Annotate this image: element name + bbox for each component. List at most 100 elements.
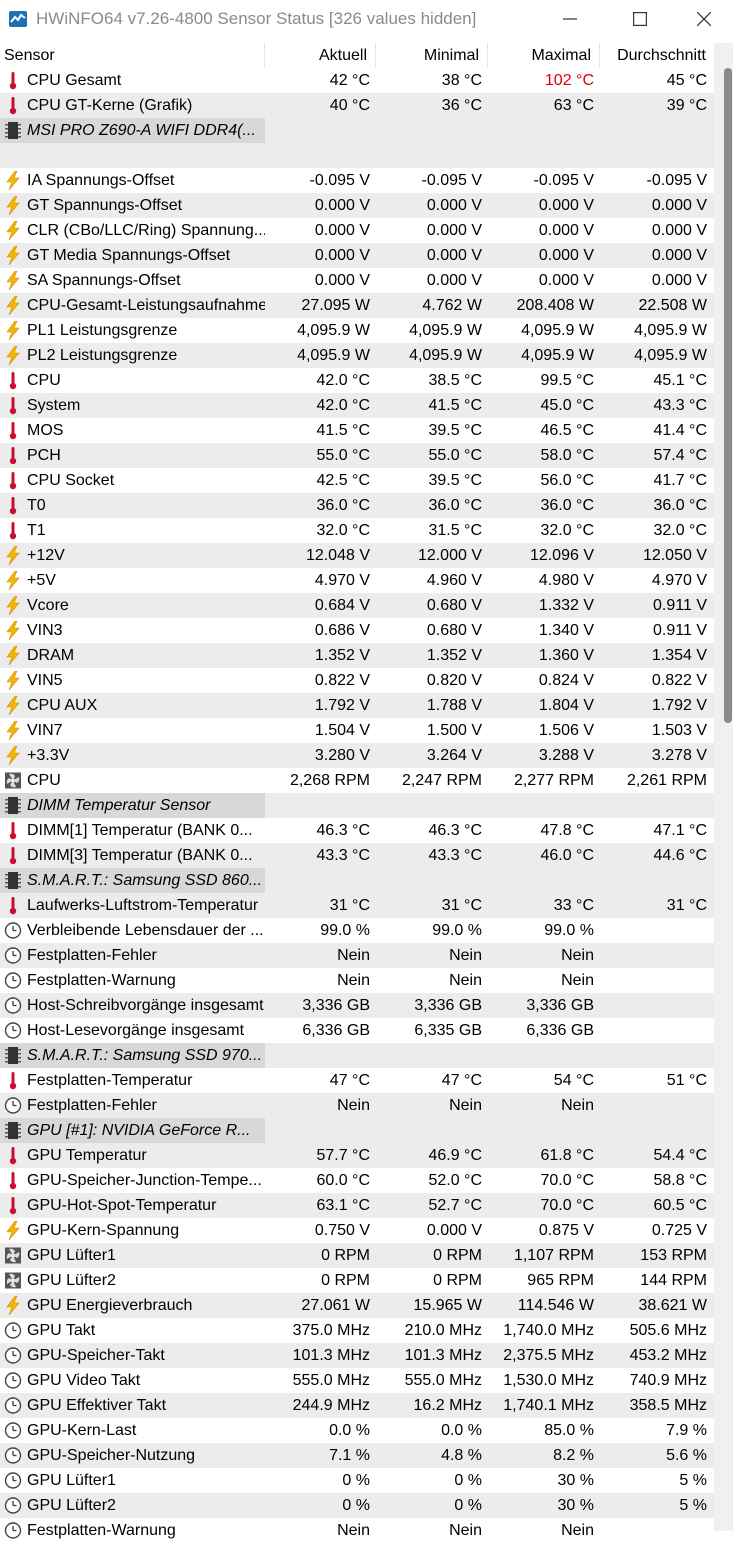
bolt-icon xyxy=(6,646,20,665)
value-maximal: 4,095.9 W xyxy=(521,322,594,339)
sensor-row[interactable]: CPU GT-Kerne (Grafik) 40 °C 36 °C 63 °C 39 °… xyxy=(0,93,714,118)
sensor-row[interactable]: CLR (CBo/LLC/Ring) Spannung... 0.000 V 0.0… xyxy=(0,218,714,243)
sensor-row[interactable]: Host-Lesevorgänge insgesamt 6,336 GB 6,335… xyxy=(0,1018,714,1043)
sensor-row[interactable]: PCH 55.0 °C 55.0 °C 58.0 °C 57.4 °C xyxy=(0,443,714,468)
sensor-row[interactable]: GPU Lüfter2 0 % 0 % 30 % 5 % xyxy=(0,1493,714,1518)
sensor-name: S.M.A.R.T.: Samsung SSD 860... xyxy=(0,868,265,893)
sensor-row[interactable]: GPU Lüfter2 0 RPM 0 RPM 965 RPM 144 RPM xyxy=(0,1268,714,1293)
sensor-row[interactable]: +12V 12.048 V 12.000 V 12.096 V 12.050 V xyxy=(0,543,714,568)
value-maximal: 47.8 °C xyxy=(540,822,594,839)
sensor-row[interactable]: GPU Effektiver Takt 244.9 MHz 16.2 MHz 1,74… xyxy=(0,1393,714,1418)
sensor-row[interactable]: CPU Gesamt 42 °C 38 °C 102 °C 45 °C xyxy=(0,68,714,93)
sensor-group-row[interactable]: MSI PRO Z690-A WIFI DDR4(... xyxy=(0,118,714,143)
sensor-group-row[interactable]: S.M.A.R.T.: Samsung SSD 860... xyxy=(0,868,714,893)
sensor-row[interactable] xyxy=(0,143,714,168)
value-durchschnitt xyxy=(600,143,714,168)
sensor-label: CPU xyxy=(27,372,61,389)
sensor-row[interactable]: T0 36.0 °C 36.0 °C 36.0 °C 36.0 °C xyxy=(0,493,714,518)
sensor-row[interactable]: GPU Lüfter1 0 % 0 % 30 % 5 % xyxy=(0,1468,714,1493)
sensor-row[interactable]: GPU-Hot-Spot-Temperatur 63.1 °C 52.7 °C 70.… xyxy=(0,1193,714,1218)
maximize-button[interactable] xyxy=(605,0,675,38)
sensor-row[interactable]: +3.3V 3.280 V 3.264 V 3.288 V 3.278 V xyxy=(0,743,714,768)
value-minimal: 43.3 °C xyxy=(428,847,482,864)
sensor-name: GPU [#1]: NVIDIA GeForce R... xyxy=(0,1118,265,1143)
value-durchschnitt: 358.5 MHz xyxy=(629,1397,707,1414)
sensor-row[interactable]: Verbleibende Lebensdauer der ... 99.0 % 99… xyxy=(0,918,714,943)
value-durchschnitt: 43.3 °C xyxy=(653,397,707,414)
sensor-row[interactable]: VIN7 1.504 V 1.500 V 1.506 V 1.503 V xyxy=(0,718,714,743)
sensor-row[interactable]: DRAM 1.352 V 1.352 V 1.360 V 1.354 V xyxy=(0,643,714,668)
sensor-row[interactable]: PL1 Leistungsgrenze 4,095.9 W 4,095.9 W 4,0… xyxy=(0,318,714,343)
sensor-row[interactable]: Festplatten-Temperatur 47 °C 47 °C 54 °C 51 … xyxy=(0,1068,714,1093)
sensor-name: CPU AUX xyxy=(0,693,265,718)
vertical-scrollbar[interactable] xyxy=(714,43,733,1531)
sensor-row[interactable]: CPU 42.0 °C 38.5 °C 99.5 °C 45.1 °C xyxy=(0,368,714,393)
sensor-row[interactable]: Laufwerks-Luftstrom-Temperatur 31 °C 31 °C… xyxy=(0,893,714,918)
value-maximal: 99.5 °C xyxy=(540,372,594,389)
value-maximal: 0.000 V xyxy=(538,197,594,214)
sensor-row[interactable]: GPU-Speicher-Junction-Tempe... 60.0 °C 52.… xyxy=(0,1168,714,1193)
value-minimal: 1.500 V xyxy=(426,722,482,739)
scrollbar-thumb[interactable] xyxy=(724,68,732,723)
close-button[interactable] xyxy=(675,0,733,38)
minimize-button[interactable] xyxy=(535,0,605,38)
sensor-row[interactable]: CPU AUX 1.792 V 1.788 V 1.804 V 1.792 V xyxy=(0,693,714,718)
sensor-row[interactable]: GPU Video Takt 555.0 MHz 555.0 MHz 1,530.0 … xyxy=(0,1368,714,1393)
header-sensor[interactable]: Sensor xyxy=(0,43,265,68)
sensor-row[interactable]: +5V 4.970 V 4.960 V 4.980 V 4.970 V xyxy=(0,568,714,593)
sensor-row[interactable]: CPU Socket 42.5 °C 39.5 °C 56.0 °C 41.7 °C xyxy=(0,468,714,493)
sensor-name: VIN5 xyxy=(0,668,265,693)
thermometer-icon xyxy=(9,397,17,415)
sensor-label: S.M.A.R.T.: Samsung SSD 970... xyxy=(27,1047,263,1064)
sensor-row[interactable]: GPU-Speicher-Nutzung 7.1 % 4.8 % 8.2 % 5.6 % xyxy=(0,1443,714,1468)
sensor-row[interactable]: Festplatten-Warnung Nein Nein Nein xyxy=(0,968,714,993)
value-aktuell: Nein xyxy=(337,1097,370,1114)
value-durchschnitt: 22.508 W xyxy=(638,297,707,314)
sensor-row[interactable]: Festplatten-Fehler Nein Nein Nein xyxy=(0,1093,714,1118)
sensor-row[interactable]: CPU-Gesamt-Leistungsaufnahme 27.095 W 4.76… xyxy=(0,293,714,318)
value-aktuell: 4.970 V xyxy=(314,572,370,589)
value-minimal: Nein xyxy=(449,972,482,989)
sensor-row[interactable]: DIMM[3] Temperatur (BANK 0... 43.3 °C 43.3… xyxy=(0,843,714,868)
sensor-row[interactable]: GPU Takt 375.0 MHz 210.0 MHz 1,740.0 MHz 505… xyxy=(0,1318,714,1343)
sensor-row[interactable]: Festplatten-Fehler Nein Nein Nein xyxy=(0,943,714,968)
sensor-group-row[interactable]: GPU [#1]: NVIDIA GeForce R... xyxy=(0,1118,714,1143)
sensor-row[interactable]: PL2 Leistungsgrenze 4,095.9 W 4,095.9 W 4,0… xyxy=(0,343,714,368)
sensor-row[interactable]: T1 32.0 °C 31.5 °C 32.0 °C 32.0 °C xyxy=(0,518,714,543)
sensor-row[interactable]: IA Spannungs-Offset -0.095 V -0.095 V -0.09… xyxy=(0,168,714,193)
sensor-row[interactable]: GPU-Kern-Spannung 0.750 V 0.000 V 0.875 V 0.… xyxy=(0,1218,714,1243)
sensor-row[interactable]: GPU Temperatur 57.7 °C 46.9 °C 61.8 °C 54.4 … xyxy=(0,1143,714,1168)
sensor-row[interactable]: DIMM[1] Temperatur (BANK 0... 46.3 °C 46.3… xyxy=(0,818,714,843)
value-aktuell: 36.0 °C xyxy=(316,497,370,514)
sensor-row[interactable]: VIN5 0.822 V 0.820 V 0.824 V 0.822 V xyxy=(0,668,714,693)
sensor-row[interactable]: CPU 2,268 RPM 2,247 RPM 2,277 RPM 2,261 RPM xyxy=(0,768,714,793)
value-maximal: 0.875 V xyxy=(538,1222,594,1239)
value-minimal: 0.000 V xyxy=(426,272,482,289)
sensor-row[interactable]: System 42.0 °C 41.5 °C 45.0 °C 43.3 °C xyxy=(0,393,714,418)
sensor-row[interactable]: SA Spannungs-Offset 0.000 V 0.000 V 0.000 V… xyxy=(0,268,714,293)
sensor-group-row[interactable]: S.M.A.R.T.: Samsung SSD 970... xyxy=(0,1043,714,1068)
sensor-row[interactable]: Vcore 0.684 V 0.680 V 1.332 V 0.911 V xyxy=(0,593,714,618)
sensor-row[interactable]: VIN3 0.686 V 0.680 V 1.340 V 0.911 V xyxy=(0,618,714,643)
sensor-row[interactable]: Host-Schreibvorgänge insgesamt 3,336 GB 3,… xyxy=(0,993,714,1018)
sensor-row[interactable]: GPU-Kern-Last 0.0 % 0.0 % 85.0 % 7.9 % xyxy=(0,1418,714,1443)
sensor-group-row[interactable]: DIMM Temperatur Sensor xyxy=(0,793,714,818)
sensor-label: GT Media Spannungs-Offset xyxy=(27,247,231,264)
sensor-label: VIN7 xyxy=(27,722,63,739)
value-durchschnitt xyxy=(600,1093,714,1118)
sensor-name: CPU xyxy=(0,368,265,393)
sensor-row[interactable]: GPU Energieverbrauch 27.061 W 15.965 W 114.… xyxy=(0,1293,714,1318)
sensor-name: GPU-Kern-Last xyxy=(0,1418,265,1443)
header-aktuell[interactable]: Aktuell xyxy=(265,43,376,68)
value-aktuell: 1.792 V xyxy=(314,697,370,714)
header-maximal[interactable]: Maximal xyxy=(488,43,600,68)
sensor-row[interactable]: GPU-Speicher-Takt 101.3 MHz 101.3 MHz 2,375… xyxy=(0,1343,714,1368)
sensor-row[interactable]: MOS 41.5 °C 39.5 °C 46.5 °C 41.4 °C xyxy=(0,418,714,443)
header-minimal[interactable]: Minimal xyxy=(376,43,488,68)
bolt-icon xyxy=(6,346,20,365)
sensor-row[interactable]: GPU Lüfter1 0 RPM 0 RPM 1,107 RPM 153 RPM xyxy=(0,1243,714,1268)
header-durchschnitt[interactable]: Durchschnitt xyxy=(617,47,706,64)
sensor-row[interactable]: GT Media Spannungs-Offset 0.000 V 0.000 V 0… xyxy=(0,243,714,268)
value-minimal: 0.000 V xyxy=(426,197,482,214)
sensor-row[interactable]: GT Spannungs-Offset 0.000 V 0.000 V 0.000 V… xyxy=(0,193,714,218)
